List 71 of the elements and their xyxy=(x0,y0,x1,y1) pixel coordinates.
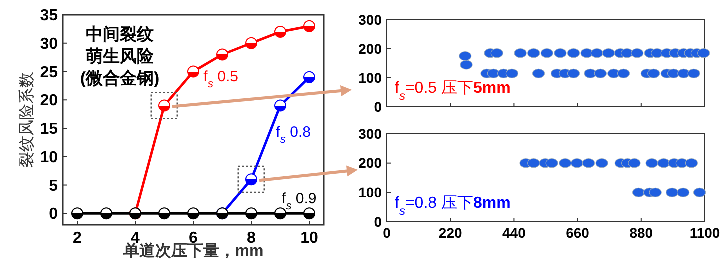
annotation: 中间裂纹 xyxy=(86,25,154,44)
point xyxy=(590,48,604,58)
annotation: 萌生风险 xyxy=(85,47,155,66)
y-tick-label: 0 xyxy=(374,98,382,115)
y-tick-label: 30 xyxy=(40,36,58,53)
x-tick-label: 10 xyxy=(300,230,318,247)
point xyxy=(631,48,644,58)
x-tick-label: 660 xyxy=(566,225,590,241)
y-tick-label: 10 xyxy=(40,149,58,166)
point xyxy=(460,60,473,70)
point xyxy=(698,48,710,58)
point xyxy=(506,68,518,78)
point xyxy=(246,37,258,50)
y-tick-label: 300 xyxy=(358,12,382,28)
point xyxy=(490,48,504,58)
annotation: (微合金钢) xyxy=(80,69,160,88)
point xyxy=(188,208,200,220)
point xyxy=(216,48,228,61)
x-tick-label: 8 xyxy=(247,230,256,247)
y-tick-label: 15 xyxy=(40,121,58,138)
y-tick-label: 300 xyxy=(358,126,382,142)
point xyxy=(580,48,594,58)
point xyxy=(678,68,690,78)
annotation: f$_{s}$=0.8 压下8mm xyxy=(395,195,511,218)
point xyxy=(188,66,200,78)
y-tick-label: 200 xyxy=(358,40,382,57)
point xyxy=(617,68,630,78)
y-tick-label: 0 xyxy=(374,214,382,230)
point xyxy=(514,48,527,58)
x-tick-label: 880 xyxy=(630,225,654,241)
point xyxy=(688,68,700,78)
series-label: f$_{s}$ 0.9 xyxy=(282,190,317,212)
point xyxy=(304,208,316,220)
y-tick-label: 20 xyxy=(40,92,58,110)
point xyxy=(459,51,472,62)
point xyxy=(620,48,634,58)
series-label: f$_{s}$ 0.8 xyxy=(276,124,311,146)
point xyxy=(274,100,286,112)
x-tick-label: 1100 xyxy=(690,225,720,241)
x-tick-label: 440 xyxy=(502,225,526,241)
y-tick-label: 100 xyxy=(358,70,382,86)
y-tick-label: 100 xyxy=(358,184,382,201)
x-tick-label: 220 xyxy=(438,225,462,241)
point xyxy=(567,48,580,58)
y-tick-label: 200 xyxy=(358,155,382,172)
point xyxy=(487,68,500,78)
y-tick-label: 5 xyxy=(49,178,58,195)
point xyxy=(72,208,84,220)
point xyxy=(304,20,316,32)
annotation: f$_{s}$=0.5 压下5mm xyxy=(395,80,511,103)
y-tick-label: 35 xyxy=(40,8,58,25)
series-label: f$_{s}$ 0.5 xyxy=(204,68,238,90)
y-tick-label: 25 xyxy=(40,64,58,82)
point xyxy=(246,208,258,220)
point xyxy=(304,71,316,84)
point xyxy=(567,68,580,78)
point xyxy=(100,208,112,220)
point xyxy=(648,68,660,78)
point xyxy=(540,48,554,58)
point xyxy=(554,48,567,58)
point xyxy=(274,26,286,38)
point xyxy=(528,48,540,58)
y-axis-title: 裂纹风险系数 xyxy=(18,72,36,168)
point xyxy=(594,68,607,78)
point xyxy=(602,48,616,58)
point xyxy=(584,68,597,78)
point xyxy=(274,208,286,220)
x-tick-label: 2 xyxy=(73,230,82,247)
point xyxy=(532,68,546,78)
y-tick-label: 0 xyxy=(49,206,58,224)
point xyxy=(158,208,170,220)
